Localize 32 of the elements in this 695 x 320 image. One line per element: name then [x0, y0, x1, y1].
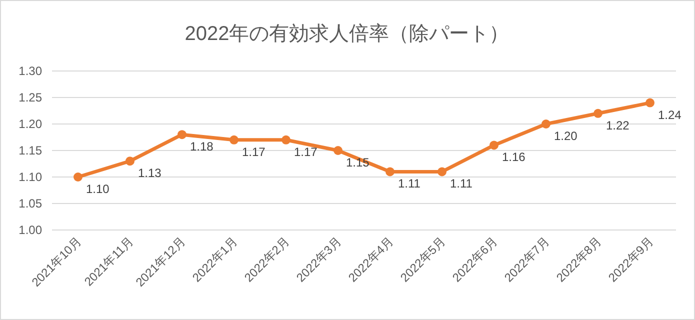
chart-title: 2022年の有効求人倍率（除パート） — [184, 23, 510, 45]
y-tick-label: 1.30 — [18, 64, 42, 78]
y-tick-label: 1.20 — [18, 117, 42, 131]
point — [178, 130, 186, 140]
y-tick-label: 1.05 — [18, 196, 42, 210]
data-label: 1.13 — [138, 166, 162, 180]
data-label: 1.18 — [190, 140, 214, 154]
point — [594, 108, 602, 118]
data-label: 1.22 — [606, 118, 630, 132]
y-tick-label: 1.10 — [18, 170, 42, 184]
data-label: 1.11 — [398, 176, 421, 191]
y-tick-label: 1.15 — [18, 144, 42, 158]
point — [230, 135, 238, 144]
point — [438, 167, 446, 176]
y-tick-label: 1.00 — [18, 223, 42, 237]
data-label: 1.24 — [658, 108, 682, 122]
point — [542, 120, 550, 128]
data-label: 1.17 — [294, 144, 318, 159]
point — [74, 172, 82, 182]
data-label: 1.10 — [86, 182, 110, 196]
point — [490, 140, 498, 150]
data-label: 1.15 — [346, 156, 370, 170]
y-tick-label: 1.25 — [18, 90, 42, 104]
data-label: 1.17 — [242, 144, 266, 159]
point — [282, 135, 290, 144]
data-label: 1.20 — [554, 129, 578, 143]
point — [334, 146, 342, 155]
data-label: 1.16 — [502, 150, 526, 164]
data-label: 1.11 — [450, 176, 473, 191]
point — [126, 156, 134, 166]
point — [386, 167, 394, 176]
point — [646, 98, 654, 108]
